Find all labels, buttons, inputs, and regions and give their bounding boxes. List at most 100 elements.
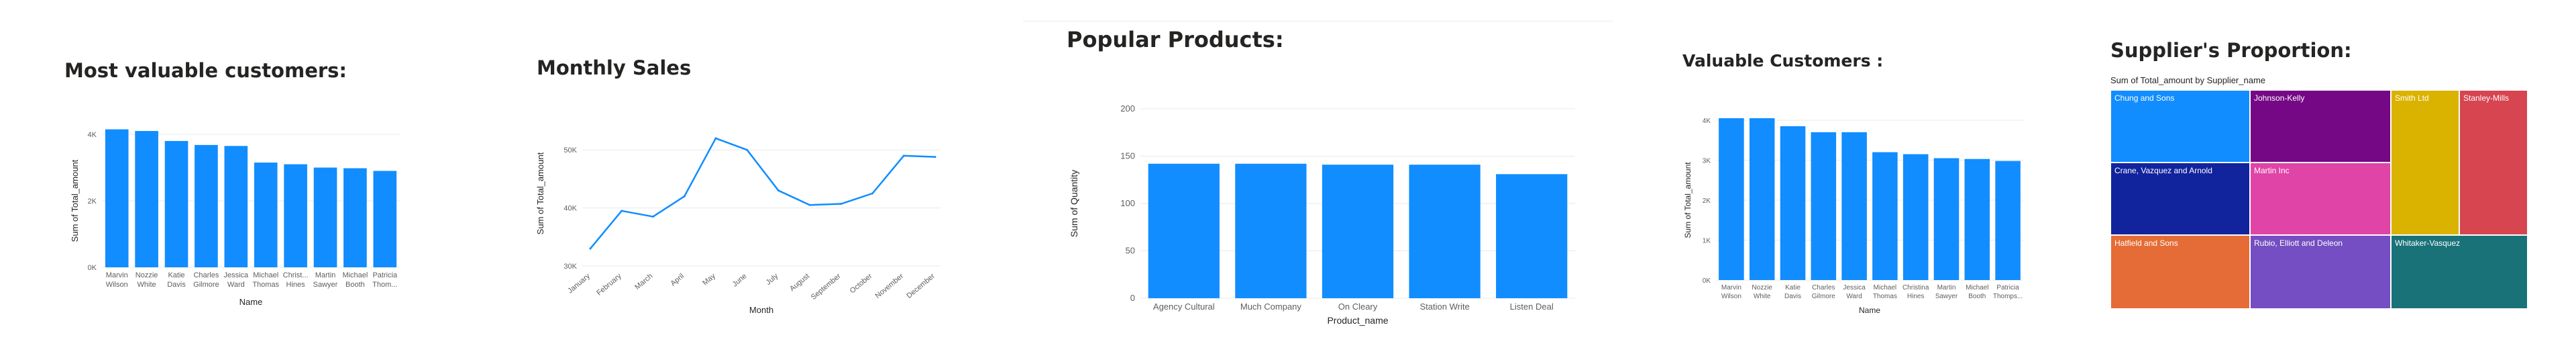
- treemap-cell: Stanley-Mills: [2459, 90, 2528, 235]
- x-tick-label: Nozzie: [136, 271, 158, 279]
- treemap-cell: Johnson-Kelly: [2250, 90, 2391, 163]
- x-tick-label: Ward: [1846, 293, 1862, 300]
- treemap-cell-label: Hatfield and Sons: [2114, 238, 2178, 248]
- chart-panel-popular-products: Popular Products: 0 50 100 150 200 Agency Cul…: [1067, 27, 1576, 329]
- x-tick-label: July: [765, 272, 780, 287]
- treemap-cell: Whitaker-Vasquez: [2391, 235, 2528, 309]
- y-axis-label: Sum of Quantity: [1069, 170, 1079, 237]
- x-tick-label: Martin: [1937, 284, 1956, 291]
- x-tick-label: Katie: [168, 271, 184, 279]
- x-tick-label: June: [731, 272, 749, 289]
- bar: [313, 167, 337, 267]
- x-tick-label: Davis: [167, 281, 186, 289]
- x-tick-label: White: [138, 281, 156, 289]
- chart-title: Popular Products:: [1067, 27, 1284, 52]
- y-tick-label: 50: [1126, 246, 1135, 256]
- bar: [195, 144, 218, 267]
- y-tick-label: 0K: [88, 264, 97, 272]
- x-tick-label: Michael: [1966, 284, 1988, 291]
- bar: [1235, 163, 1307, 298]
- bar-chart-most-valuable-customers: 0K 2K 4K Marvin Wilson Nozzie White Katie Davis C…: [70, 129, 400, 307]
- x-tick-label: Charles: [1812, 284, 1835, 291]
- y-tick-label: 30K: [564, 263, 577, 271]
- bar: [343, 168, 367, 267]
- bar: [1496, 174, 1568, 298]
- x-tick-label: Christ...: [283, 271, 309, 279]
- data-point: [683, 195, 686, 197]
- x-tick-label: Jessica: [223, 271, 249, 279]
- y-axis-label: Sum of Total_amount: [70, 159, 80, 242]
- treemap: Chung and Sons Johnson-Kelly Smith Ltd Stan…: [2110, 90, 2528, 309]
- x-axis-label: Name: [239, 297, 263, 307]
- bar: [1995, 161, 2021, 280]
- y-tick-label: 100: [1120, 198, 1135, 208]
- x-axis-label: Month: [749, 305, 773, 315]
- x-tick-label: Thomas: [252, 281, 279, 289]
- x-tick-label: Thomas: [1873, 293, 1897, 300]
- bar: [284, 164, 307, 267]
- x-tick-label: Marvin: [1721, 284, 1741, 291]
- bar: [254, 163, 278, 267]
- line-chart-monthly-sales: 30K 40K 50K January February March April May Jun…: [535, 137, 941, 315]
- bar: [135, 131, 158, 267]
- x-tick-label: Charles: [193, 271, 219, 279]
- x-tick-label: Booth: [1968, 293, 1986, 300]
- x-tick-label: Sawyer: [1935, 293, 1958, 300]
- treemap-cell: Rubio, Elliott and Deleon: [2250, 235, 2391, 309]
- chart-panel-monthly-sales: Monthly Sales 30K 40K 50K January February Ma…: [535, 55, 946, 324]
- data-point: [934, 156, 936, 159]
- x-tick-label: Sawyer: [313, 281, 338, 289]
- x-tick-label: Thom...: [372, 281, 397, 289]
- treemap-cell-label: Stanley-Mills: [2463, 93, 2510, 103]
- x-tick-label: September: [810, 272, 843, 302]
- data-point: [808, 203, 811, 206]
- x-tick-label: Katie: [1785, 284, 1801, 291]
- bar: [164, 140, 189, 267]
- bar: [1780, 126, 1806, 280]
- bar: [373, 171, 397, 267]
- y-tick-label: 40K: [564, 205, 577, 213]
- x-tick-label: White: [1754, 293, 1771, 300]
- data-point: [746, 148, 749, 151]
- treemap-cell: Crane, Vazquez and Arnold: [2110, 163, 2250, 235]
- bar-chart-valuable-customers: 0K 1K 2K 3K 4K Marvin Wilson Nozzie White Katie Da…: [1683, 118, 2023, 315]
- bar: [1148, 163, 1220, 298]
- x-tick-label: Davis: [1784, 293, 1801, 300]
- x-tick-label: Michael: [253, 271, 278, 279]
- bar: [224, 146, 248, 267]
- data-point: [840, 203, 843, 206]
- y-tick-label: 2K: [1703, 197, 1711, 205]
- x-tick-label: Hines: [1907, 293, 1925, 300]
- treemap-cell-label: Crane, Vazquez and Arnold: [2114, 166, 2212, 175]
- y-tick-label: 50K: [564, 146, 577, 154]
- treemap-cell: Hatfield and Sons: [2110, 235, 2250, 309]
- series-line: [590, 137, 936, 249]
- x-tick-label: Thomps...: [1993, 293, 2023, 300]
- x-axis-label: Product_name: [1327, 315, 1388, 326]
- data-point: [902, 154, 905, 157]
- treemap-cell: Martin Inc: [2250, 163, 2391, 235]
- treemap-cell-label: Johnson-Kelly: [2254, 93, 2305, 103]
- y-tick-label: 4K: [88, 131, 97, 139]
- x-tick-label: Ward: [227, 281, 245, 289]
- chart-title: Supplier's Proportion:: [2110, 39, 2352, 62]
- treemap-cell-label: Chung and Sons: [2114, 93, 2175, 103]
- data-point: [589, 247, 592, 250]
- bar: [1841, 132, 1867, 280]
- chart-title: Monthly Sales: [537, 56, 692, 79]
- x-tick-label: August: [788, 272, 811, 293]
- data-point: [621, 210, 623, 212]
- x-tick-label: Christina: [1902, 284, 1929, 291]
- y-tick-label: 2K: [88, 197, 97, 206]
- x-tick-label: Gilmore: [1812, 293, 1835, 300]
- x-tick-label: Marvin: [106, 271, 128, 279]
- bar-chart-popular-products: 0 50 100 150 200 Agency Cultural Much Company O…: [1069, 103, 1575, 326]
- bar: [1322, 165, 1394, 298]
- x-tick-label: Jessica: [1843, 284, 1866, 291]
- x-tick-label: Much Company: [1240, 302, 1302, 312]
- x-tick-label: May: [701, 272, 717, 287]
- x-tick-label: Nozzie: [1752, 284, 1772, 291]
- treemap-cell: Chung and Sons: [2110, 90, 2250, 163]
- data-point: [777, 189, 780, 192]
- x-tick-label: Booth: [345, 281, 365, 289]
